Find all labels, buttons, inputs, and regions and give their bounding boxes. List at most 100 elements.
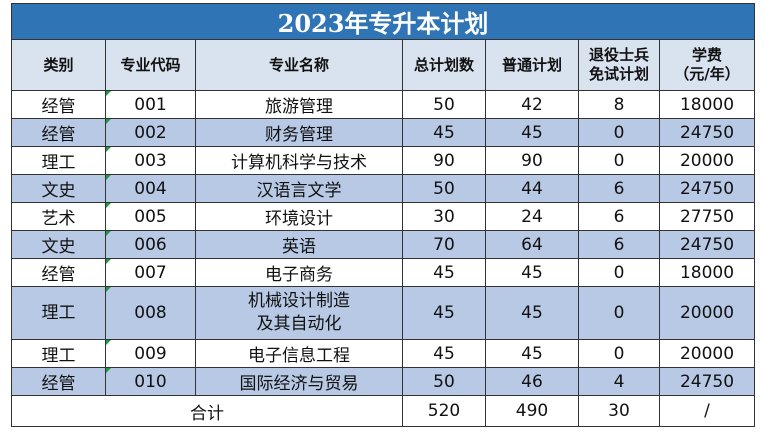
cell-code: 007 [105, 258, 196, 287]
header-regular: 普通计划 [485, 39, 579, 91]
header-fee-line1: 学费 [692, 46, 723, 64]
table-row: 艺术 005 环境设计 30 24 6 27750 [11, 202, 756, 231]
table-row: 理工 008 机械设计制造 及其自动化 45 45 0 20000 [11, 286, 756, 340]
cell-code: 001 [105, 90, 196, 119]
cell-regular: 46 [485, 367, 579, 396]
cell-veteran: 0 [578, 146, 660, 175]
cell-name: 电子信息工程 [195, 339, 403, 368]
totals-total: 520 [402, 395, 486, 427]
header-veteran-line1: 退役士兵 [588, 46, 649, 64]
table-row: 理工 009 电子信息工程 45 45 0 20000 [11, 339, 756, 368]
cell-veteran: 6 [578, 202, 660, 231]
totals-veteran: 30 [578, 395, 660, 427]
cell-total: 90 [402, 146, 486, 175]
cell-category: 理工 [11, 286, 106, 340]
cell-name: 财务管理 [195, 118, 403, 147]
cell-total: 50 [402, 174, 486, 203]
cell-category: 经管 [11, 258, 106, 287]
table-row: 经管 007 电子商务 45 45 0 18000 [11, 258, 756, 287]
cell-regular: 45 [485, 339, 579, 368]
header-category: 类别 [11, 39, 106, 91]
cell-name: 旅游管理 [195, 90, 403, 119]
totals-fee: / [658, 395, 756, 427]
cell-regular: 45 [485, 258, 579, 287]
cell-regular: 64 [485, 230, 579, 259]
cell-regular: 45 [485, 118, 579, 147]
cell-veteran: 6 [578, 230, 660, 259]
cell-total: 45 [402, 339, 486, 368]
cell-fee: 24750 [658, 230, 756, 259]
cell-code: 005 [105, 202, 196, 231]
cell-total: 45 [402, 258, 486, 287]
table-row: 文史 006 英语 70 64 6 24750 [11, 230, 756, 259]
cell-veteran: 8 [578, 90, 660, 119]
cell-name: 电子商务 [195, 258, 403, 287]
cell-total: 45 [402, 286, 486, 340]
cell-fee: 20000 [658, 286, 756, 340]
cell-code: 004 [105, 174, 196, 203]
cell-regular: 90 [485, 146, 579, 175]
cell-regular: 24 [485, 202, 579, 231]
cell-category: 经管 [11, 90, 106, 119]
header-fee-line2: （元/年） [674, 65, 740, 83]
table-title: 2023年专升本计划 [10, 3, 756, 40]
cell-name: 英语 [195, 230, 403, 259]
header-veteran-line2: 免试计划 [588, 65, 649, 83]
cell-category: 艺术 [11, 202, 106, 231]
enrollment-plan-table: 2023年专升本计划 类别 专业代码 专业名称 总计划数 普通计划 退役士兵 免试… [10, 3, 756, 427]
cell-name: 环境设计 [195, 202, 403, 231]
cell-fee: 27750 [658, 202, 756, 231]
cell-total: 45 [402, 118, 486, 147]
cell-regular: 44 [485, 174, 579, 203]
cell-name: 汉语言文学 [195, 174, 403, 203]
cell-name-line1: 机械设计制造 [248, 291, 350, 311]
header-veteran: 退役士兵 免试计划 [578, 39, 660, 91]
cell-fee: 20000 [658, 146, 756, 175]
table-row: 经管 001 旅游管理 50 42 8 18000 [11, 90, 756, 119]
cell-fee: 18000 [658, 90, 756, 119]
cell-veteran: 0 [578, 118, 660, 147]
header-fee: 学费 （元/年） [658, 39, 756, 91]
cell-name: 机械设计制造 及其自动化 [195, 286, 403, 340]
cell-category: 理工 [11, 146, 106, 175]
cell-category: 文史 [11, 174, 106, 203]
cell-veteran: 4 [578, 367, 660, 396]
cell-category: 文史 [11, 230, 106, 259]
cell-fee: 24750 [658, 118, 756, 147]
cell-regular: 42 [485, 90, 579, 119]
cell-fee: 20000 [658, 339, 756, 368]
header-name: 专业名称 [195, 39, 403, 91]
cell-total: 70 [402, 230, 486, 259]
cell-total: 30 [402, 202, 486, 231]
cell-category: 理工 [11, 339, 106, 368]
cell-veteran: 0 [578, 339, 660, 368]
totals-row: 合计 520 490 30 / [11, 395, 756, 427]
cell-name: 国际经济与贸易 [195, 367, 403, 396]
header-row: 类别 专业代码 专业名称 总计划数 普通计划 退役士兵 免试计划 学费 （元/年） [11, 39, 756, 91]
cell-code: 008 [105, 286, 196, 340]
table-row: 经管 002 财务管理 45 45 0 24750 [11, 118, 756, 147]
cell-code: 003 [105, 146, 196, 175]
cell-regular: 45 [485, 286, 579, 340]
totals-label: 合计 [11, 395, 403, 427]
cell-code: 006 [105, 230, 196, 259]
table-row: 经管 010 国际经济与贸易 50 46 4 24750 [11, 367, 756, 396]
cell-fee: 24750 [658, 174, 756, 203]
cell-code: 009 [105, 339, 196, 368]
cell-veteran: 6 [578, 174, 660, 203]
cell-name-line2: 及其自动化 [256, 314, 342, 334]
header-code: 专业代码 [105, 39, 196, 91]
cell-veteran: 0 [578, 286, 660, 340]
cell-veteran: 0 [578, 258, 660, 287]
table-row: 文史 004 汉语言文学 50 44 6 24750 [11, 174, 756, 203]
table-row: 理工 003 计算机科学与技术 90 90 0 20000 [11, 146, 756, 175]
cell-code: 010 [105, 367, 196, 396]
cell-fee: 18000 [658, 258, 756, 287]
cell-code: 002 [105, 118, 196, 147]
cell-total: 50 [402, 367, 486, 396]
cell-fee: 24750 [658, 367, 756, 396]
header-total: 总计划数 [402, 39, 486, 91]
cell-category: 经管 [11, 118, 106, 147]
cell-category: 经管 [11, 367, 106, 396]
